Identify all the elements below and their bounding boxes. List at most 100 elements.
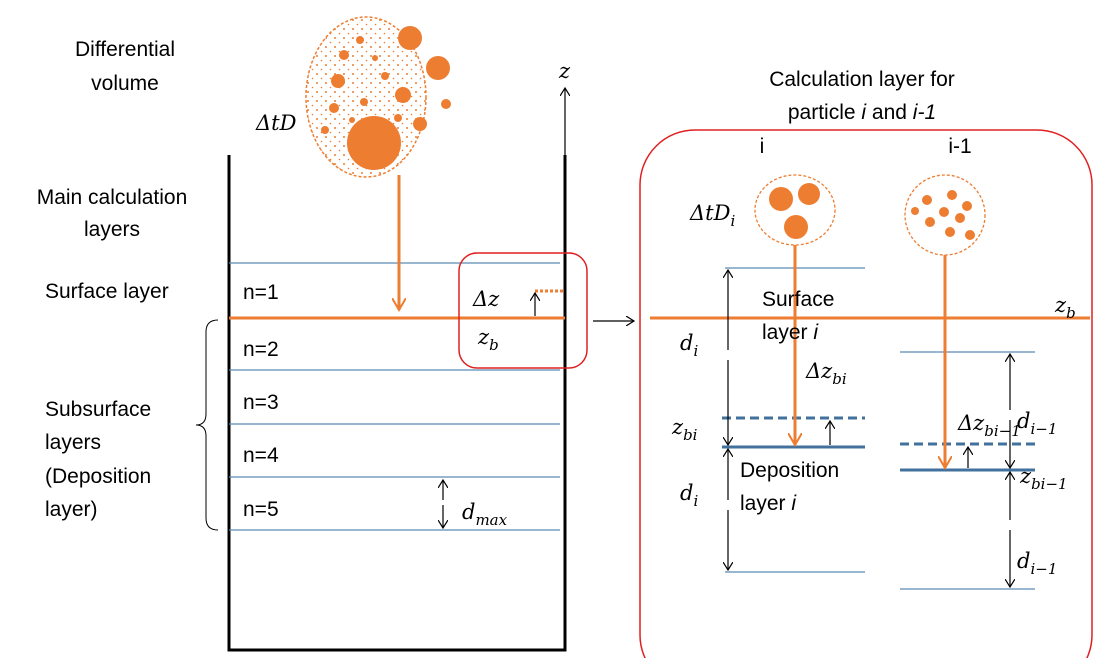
symbol: di (680, 481, 698, 510)
label: Surface (762, 288, 834, 311)
sub: b (1066, 304, 1076, 322)
symbol: Δzbi−1 (957, 411, 1021, 440)
t: layer (740, 492, 791, 515)
column-label: i (760, 135, 765, 158)
title: particle i and i-1 (788, 101, 936, 124)
sub: i (693, 492, 698, 510)
sub: bi−1 (1031, 475, 1068, 493)
base: z (477, 325, 490, 349)
symbol: di−1 (1017, 549, 1057, 578)
particle (339, 50, 349, 60)
layer-label: n=2 (243, 338, 279, 361)
particle (398, 26, 422, 50)
base: ΔtD (689, 201, 731, 225)
particle (426, 56, 450, 80)
diagram: Differential volume ΔtD z Main calculati… (0, 0, 1095, 658)
left-panel: Differential volume ΔtD z Main calculati… (37, 17, 587, 650)
particle (381, 72, 389, 80)
layer-label: n=5 (243, 498, 279, 521)
sub: i−1 (1030, 420, 1057, 438)
particle (922, 195, 932, 205)
particle (331, 74, 345, 88)
sub: max (475, 511, 507, 529)
particle (965, 230, 975, 240)
layer-label: n=4 (243, 444, 279, 467)
column-label: i-1 (948, 135, 971, 158)
particle (939, 207, 949, 217)
label: layers (84, 218, 140, 241)
particle (395, 87, 411, 103)
t: particle (788, 101, 862, 124)
sub: i−1 (1030, 560, 1057, 578)
t: and (866, 101, 913, 124)
symbol: Δzbi (805, 359, 847, 388)
t: i-1 (913, 101, 936, 124)
particle (955, 213, 965, 223)
base: z (1054, 293, 1067, 317)
layer-label: n=1 (243, 281, 279, 304)
label: layer i (762, 321, 819, 344)
base: d (1017, 409, 1030, 433)
label: layer) (45, 498, 98, 521)
symbol: zbi (671, 415, 698, 444)
symbol: zb (477, 325, 499, 354)
symbol: Δz (472, 287, 500, 311)
base: z (1019, 464, 1032, 488)
sub: bi (683, 426, 698, 444)
container (229, 155, 565, 650)
label: Differential (75, 38, 175, 61)
base: d (680, 481, 693, 505)
particle (347, 116, 401, 170)
page: Differential volume ΔtD z Main calculati… (0, 0, 1095, 658)
sub: i (693, 342, 698, 360)
label: (Deposition (45, 465, 151, 488)
particle (360, 98, 368, 106)
particle (356, 36, 364, 44)
right-panel: Calculation layer for particle i and i-1… (640, 68, 1092, 658)
particle (349, 117, 355, 123)
symbol: ΔtDi (689, 201, 735, 230)
particle (784, 215, 808, 239)
base: Δz (957, 411, 985, 435)
label: Surface layer (45, 280, 169, 303)
particle (321, 126, 329, 134)
symbol: di−1 (1017, 409, 1057, 438)
particle (413, 117, 427, 131)
sub: bi−1 (984, 422, 1021, 440)
label: Deposition (740, 459, 839, 482)
particle (962, 201, 972, 211)
symbol: di (680, 331, 698, 360)
symbol: ΔtD (255, 111, 297, 135)
base: Δz (805, 359, 833, 383)
sub: i (730, 212, 735, 230)
particle (947, 190, 957, 200)
base: z (671, 415, 684, 439)
base: d (680, 331, 693, 355)
symbol: zbi−1 (1019, 464, 1068, 493)
particle (372, 55, 378, 61)
layer-label: n=3 (243, 391, 279, 414)
particle (945, 227, 955, 237)
particle (394, 114, 402, 122)
title: Calculation layer for (769, 68, 955, 91)
base: d (1017, 549, 1030, 573)
particle (329, 103, 339, 113)
sub: b (489, 336, 499, 354)
label: Main calculation (37, 186, 188, 209)
t: layer (762, 321, 813, 344)
t: i (791, 492, 797, 515)
label: layer i (740, 492, 797, 515)
brace (196, 320, 218, 530)
sub: bi (832, 370, 847, 388)
symbol: dmax (462, 500, 508, 529)
particle (769, 187, 793, 211)
particle (441, 99, 451, 109)
particle (798, 183, 820, 205)
axis-label: z (558, 59, 571, 83)
particle (911, 207, 919, 215)
base: d (462, 500, 475, 524)
t: i (813, 321, 819, 344)
particle (925, 217, 935, 227)
label: layers (45, 431, 101, 454)
label: Subsurface (45, 398, 151, 421)
